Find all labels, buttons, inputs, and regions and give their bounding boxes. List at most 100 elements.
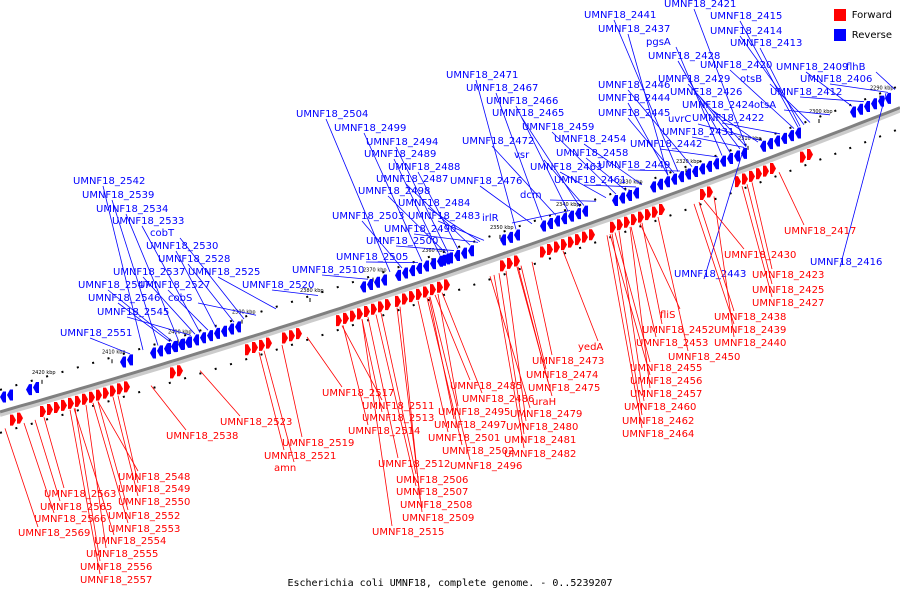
- forward-label-leader: [629, 227, 651, 389]
- tick-label: 2380 kbp: [300, 288, 324, 294]
- forward-gene-label: UMNF18_2450: [668, 352, 740, 363]
- reverse-gene-label: flhB: [846, 62, 866, 73]
- reverse-gene-label: UMNF18_2510: [292, 265, 364, 276]
- reverse-gene-arrow: [871, 98, 877, 110]
- forward-gene-arrow: [17, 412, 23, 424]
- forward-gene-arrow: [659, 204, 665, 216]
- reverse-gene-label: UMNF18_2542: [73, 176, 145, 187]
- reverse-gene-arrow: [447, 252, 453, 264]
- forward-gene-arrow: [500, 260, 506, 272]
- reverse-gene-label: UMNF18_2424: [682, 100, 754, 111]
- reverse-label-leader: [395, 245, 455, 251]
- forward-gene-arrow: [749, 170, 755, 182]
- reverse-label-leader: [675, 46, 723, 156]
- reverse-gene-label: UMNF18_2420: [700, 60, 772, 71]
- reverse-gene-label: UMNF18_2409: [776, 62, 848, 73]
- reverse-gene-label: cobT: [150, 228, 175, 239]
- reverse-gene-arrow: [120, 356, 126, 368]
- forward-gene-label: UMNF18_2455: [630, 363, 702, 374]
- forward-gene-label: UMNF18_2425: [752, 285, 824, 296]
- forward-gene-label: UMNF18_2439: [714, 325, 786, 336]
- forward-label-leader: [92, 402, 129, 524]
- reverse-gene-arrow: [416, 262, 422, 274]
- reverse-label-leader: [167, 289, 209, 331]
- forward-gene-arrow: [40, 406, 46, 418]
- axis-shadow: [0, 108, 900, 417]
- forward-gene-label: UMNF18_2497: [434, 420, 506, 431]
- forward-label-leader: [657, 216, 689, 352]
- forward-gene-label: UMNF18_2557: [80, 575, 152, 586]
- reverse-gene-arrow: [179, 338, 185, 350]
- forward-gene-label: UMNF18_2507: [396, 487, 468, 498]
- forward-label-leader: [342, 325, 369, 426]
- reverse-gene-label: UMNF18_2426: [670, 87, 742, 98]
- forward-gene-label: UMNF18_2453: [636, 338, 708, 349]
- reverse-label-leader: [125, 213, 179, 340]
- reverse-gene-label: UMNF18_2454: [554, 134, 626, 145]
- reverse-gene-arrow: [767, 138, 773, 150]
- reverse-gene-label: UMNF18_2467: [466, 83, 538, 94]
- reverse-label-leader: [627, 169, 681, 172]
- forward-gene-label: UMNF18_2569: [18, 528, 90, 539]
- forward-label-leader: [606, 235, 643, 429]
- forward-gene-label: UMNF18_2538: [166, 431, 238, 442]
- reverse-gene-arrow: [381, 274, 387, 286]
- reverse-label-leader: [829, 83, 889, 93]
- tick-label: 2310 kbp: [738, 136, 762, 142]
- forward-gene-label: UMNF18_2481: [504, 435, 576, 446]
- reverse-label-leader: [102, 185, 144, 351]
- reverse-gene-label: UMNF18_2416: [810, 257, 882, 268]
- reverse-gene-arrow: [150, 347, 156, 359]
- reverse-gene-arrow: [727, 153, 733, 165]
- reverse-gene-label: UMNF18_2465: [492, 108, 564, 119]
- reverse-label-leader: [769, 83, 811, 123]
- reverse-label-leader: [126, 316, 192, 336]
- reverse-label-leader: [687, 83, 747, 147]
- forward-label-leader: [437, 293, 459, 407]
- forward-label-leader: [73, 408, 115, 536]
- reverse-label-leader: [583, 184, 637, 188]
- forward-gene-label: UMNF18_2479: [510, 409, 582, 420]
- forward-label-leader: [306, 336, 343, 388]
- forward-gene-label: UMNF18_2554: [94, 536, 166, 547]
- forward-label-leader: [341, 325, 383, 401]
- reverse-gene-arrow: [547, 218, 553, 229]
- reverse-label-leader: [721, 122, 781, 135]
- forward-gene-label: UMNF18_2475: [528, 383, 600, 394]
- reverse-gene-arrow: [554, 215, 560, 227]
- forward-gene-label: UMNF18_2511: [362, 401, 434, 412]
- forward-gene-arrow: [770, 162, 776, 174]
- reverse-gene-label: UMNF18_2537: [113, 267, 185, 278]
- forward-label-leader: [258, 352, 285, 451]
- forward-label-leader: [562, 250, 599, 342]
- reverse-gene-label: vsr: [514, 150, 530, 161]
- forward-gene-label: UMNF18_2460: [624, 402, 696, 413]
- forward-gene-label: UMNF18_2474: [526, 370, 598, 381]
- reverse-gene-label: UMNF18_2472: [462, 136, 534, 147]
- forward-label-leader: [429, 296, 471, 461]
- reverse-gene-arrow: [699, 163, 705, 175]
- tick-label: 2290 kbp: [870, 85, 894, 91]
- reverse-gene-label: UMNF18_2539: [82, 190, 154, 201]
- forward-gene-label: UMNF18_2517: [322, 388, 394, 399]
- forward-gene-label: UMNF18_2496: [450, 461, 522, 472]
- forward-gene-arrow: [554, 241, 560, 253]
- forward-gene-label: UMNF18_2566: [34, 514, 106, 525]
- reverse-gene-arrow: [857, 103, 863, 115]
- forward-swatch: [833, 9, 846, 21]
- reverse-gene-arrow: [440, 254, 446, 266]
- reverse-gene-arrow: [200, 332, 206, 344]
- forward-label-leader: [698, 201, 735, 312]
- reverse-gene-label: UMNF18_2505: [336, 252, 408, 263]
- reverse-gene-label: UMNF18_2412: [770, 87, 842, 98]
- forward-gene-arrow: [252, 342, 258, 354]
- reverse-gene-arrow: [878, 95, 884, 107]
- tick-label: 2330 kbp: [619, 179, 643, 185]
- reverse-label-leader: [551, 131, 617, 195]
- reverse-gene-arrow: [423, 260, 429, 272]
- reverse-label-leader: [585, 157, 627, 191]
- forward-gene-arrow: [568, 236, 574, 248]
- reverse-gene-label: UMNF18_2428: [648, 51, 720, 62]
- forward-gene-label: UMNF18_2501: [428, 433, 500, 444]
